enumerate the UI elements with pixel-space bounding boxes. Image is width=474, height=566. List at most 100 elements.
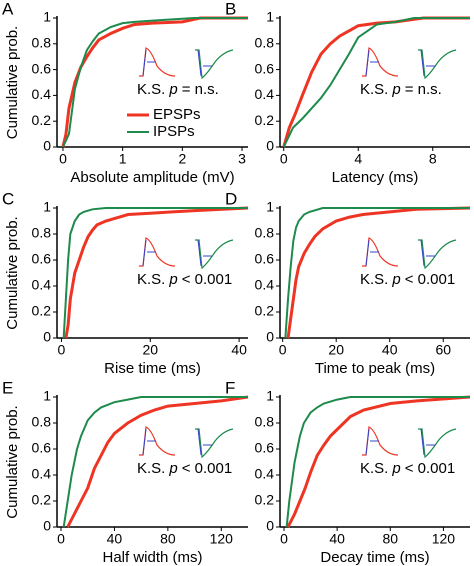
annotation-part: < 0.001 bbox=[405, 271, 455, 288]
x-axis-label: Half width (ms) bbox=[102, 549, 202, 566]
cdf-line bbox=[62, 396, 248, 528]
inset-ipsp bbox=[195, 239, 234, 270]
x-axis-label: Rise time (ms) bbox=[104, 360, 201, 377]
panel-letter: C bbox=[2, 189, 14, 208]
annotation-part: p bbox=[391, 271, 400, 288]
cdf-line bbox=[61, 16, 248, 148]
inset-epsp bbox=[139, 47, 176, 77]
x-tick-label: 0 bbox=[57, 531, 65, 547]
inset-epsp bbox=[362, 237, 399, 267]
annotation-part: < 0.001 bbox=[182, 271, 232, 288]
annotation-part: p bbox=[168, 81, 177, 98]
y-tick-label: 0.8 bbox=[255, 414, 275, 430]
annotation-part: K.S. bbox=[137, 460, 165, 477]
y-axis-label: Cumulative prob. bbox=[4, 26, 21, 139]
x-tick-label: 120 bbox=[210, 531, 234, 547]
panel-letter: D bbox=[225, 189, 237, 208]
annotation-part: p bbox=[391, 81, 400, 98]
inset-epsp-fit bbox=[142, 49, 156, 77]
annotation-part: K.S. bbox=[360, 271, 388, 288]
inset-epsp bbox=[362, 47, 399, 77]
inset-ipsp-fit bbox=[420, 239, 435, 267]
cdf-line bbox=[285, 396, 470, 528]
inset-epsp bbox=[139, 237, 176, 267]
inset-ipsp bbox=[195, 428, 234, 459]
x-tick-label: 0 bbox=[58, 342, 66, 358]
x-axis-label: Absolute amplitude (mV) bbox=[70, 169, 234, 186]
x-tick-label: 0 bbox=[280, 531, 288, 547]
inset-ipsp bbox=[418, 239, 457, 270]
y-tick-label: 0 bbox=[266, 518, 274, 534]
annotation: K.S. p < 0.001 bbox=[137, 460, 232, 477]
y-tick-label: 0.4 bbox=[32, 466, 52, 482]
y-tick-label: 0.8 bbox=[32, 414, 52, 430]
annotation: K.S. p < 0.001 bbox=[360, 271, 455, 288]
cdf-line bbox=[282, 17, 470, 148]
y-tick-label: 0.2 bbox=[255, 303, 275, 319]
inset-ipsp-fit bbox=[420, 49, 435, 77]
x-tick-label: 4 bbox=[354, 151, 362, 167]
x-axis-label: Time to peak (ms) bbox=[315, 360, 435, 377]
annotation-part: p bbox=[168, 271, 177, 288]
y-tick-label: 0.6 bbox=[255, 440, 275, 456]
x-tick-label: 8 bbox=[429, 151, 437, 167]
x-axis-label: Latency (ms) bbox=[332, 169, 419, 186]
y-tick-label: 0.4 bbox=[255, 86, 275, 102]
y-tick-label: 0 bbox=[43, 138, 51, 154]
y-tick-label: 1 bbox=[43, 388, 51, 404]
annotation-part: = n.s. bbox=[182, 81, 219, 98]
y-tick-label: 0.4 bbox=[32, 86, 52, 102]
inset-epsp-fit bbox=[142, 428, 156, 456]
inset-ipsp-fit bbox=[420, 428, 435, 456]
annotation-part: = n.s. bbox=[405, 81, 442, 98]
y-tick-label: 1 bbox=[266, 388, 274, 404]
panel-letter: F bbox=[225, 378, 235, 397]
panel-letter: B bbox=[225, 0, 236, 18]
annotation: K.S. p < 0.001 bbox=[360, 460, 455, 477]
annotation: K.S. p = n.s. bbox=[137, 81, 219, 98]
annotation: K.S. p = n.s. bbox=[360, 81, 442, 98]
annotation-part: p bbox=[168, 460, 177, 477]
y-tick-label: 0.6 bbox=[255, 251, 275, 267]
y-tick-label: 0.8 bbox=[255, 35, 275, 51]
y-axis-label: Cumulative prob. bbox=[4, 216, 21, 329]
y-tick-label: 1 bbox=[266, 199, 274, 215]
y-tick-label: 0.6 bbox=[32, 440, 52, 456]
y-tick-label: 0.6 bbox=[255, 60, 275, 76]
annotation-part: p bbox=[391, 460, 400, 477]
x-tick-label: 80 bbox=[160, 531, 176, 547]
y-tick-label: 0.8 bbox=[32, 225, 52, 241]
y-tick-label: 0.4 bbox=[255, 277, 275, 293]
cdf-line bbox=[284, 207, 470, 339]
y-tick-label: 0.8 bbox=[255, 225, 275, 241]
y-tick-label: 1 bbox=[43, 199, 51, 215]
x-tick-label: 20 bbox=[328, 342, 344, 358]
cdf-line bbox=[286, 395, 471, 528]
inset-epsp-fit bbox=[365, 428, 379, 456]
cdf-line bbox=[286, 206, 471, 339]
y-tick-label: 0.8 bbox=[32, 35, 52, 51]
y-tick-label: 0 bbox=[43, 518, 51, 534]
x-tick-label: 20 bbox=[142, 342, 158, 358]
annotation-part: K.S. bbox=[360, 81, 388, 98]
x-tick-label: 40 bbox=[231, 342, 247, 358]
y-tick-label: 0.2 bbox=[32, 492, 52, 508]
y-tick-label: 1 bbox=[266, 9, 274, 25]
x-tick-label: 40 bbox=[382, 342, 398, 358]
x-tick-label: 40 bbox=[329, 531, 345, 547]
annotation-part: K.S. bbox=[360, 460, 388, 477]
x-tick-label: 60 bbox=[435, 342, 451, 358]
inset-epsp bbox=[139, 426, 176, 456]
y-tick-label: 0.2 bbox=[32, 112, 52, 128]
inset-ipsp bbox=[418, 49, 457, 80]
x-tick-label: 40 bbox=[107, 531, 123, 547]
legend-label: IPSPs bbox=[153, 123, 195, 140]
cdf-line bbox=[62, 207, 248, 339]
y-axis-label: Cumulative prob. bbox=[4, 405, 21, 518]
y-tick-label: 0.4 bbox=[32, 277, 52, 293]
annotation-part: < 0.001 bbox=[405, 460, 455, 477]
inset-ipsp-fit bbox=[197, 49, 212, 77]
legend-label: EPSPs bbox=[153, 106, 201, 123]
y-tick-label: 0 bbox=[43, 329, 51, 345]
y-tick-label: 0.2 bbox=[255, 112, 275, 128]
